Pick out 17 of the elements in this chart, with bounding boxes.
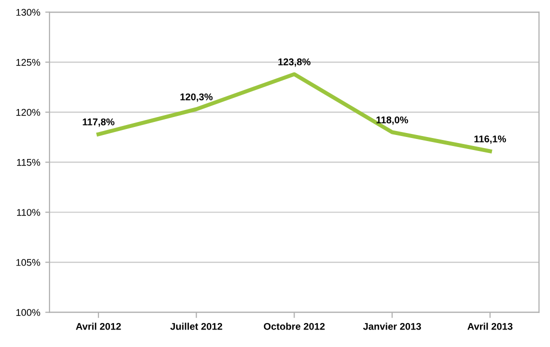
data-label: 116,1%: [474, 135, 506, 144]
x-tick-label: Janvier 2013: [363, 322, 421, 330]
data-label: 118,0%: [376, 116, 408, 125]
y-tick-label: 110%: [17, 208, 40, 216]
y-tick-label: 100%: [16, 309, 40, 316]
y-tick-label: 120%: [16, 108, 40, 116]
x-tick-label: Juillet 2012: [170, 322, 222, 330]
x-tick-label: Octobre 2012: [264, 322, 325, 330]
y-tick-label: 130%: [16, 8, 40, 16]
y-tick-label: 115%: [17, 159, 40, 166]
x-tick-label: Avril 2012: [76, 322, 121, 330]
data-label: 123,8%: [278, 58, 310, 67]
data-label: 117,8%: [82, 118, 114, 127]
y-tick-label: 105%: [16, 259, 40, 266]
data-label: 120,3%: [180, 93, 213, 102]
y-tick-label: 125%: [16, 58, 40, 66]
x-tick-label: Avril 2013: [468, 322, 512, 330]
